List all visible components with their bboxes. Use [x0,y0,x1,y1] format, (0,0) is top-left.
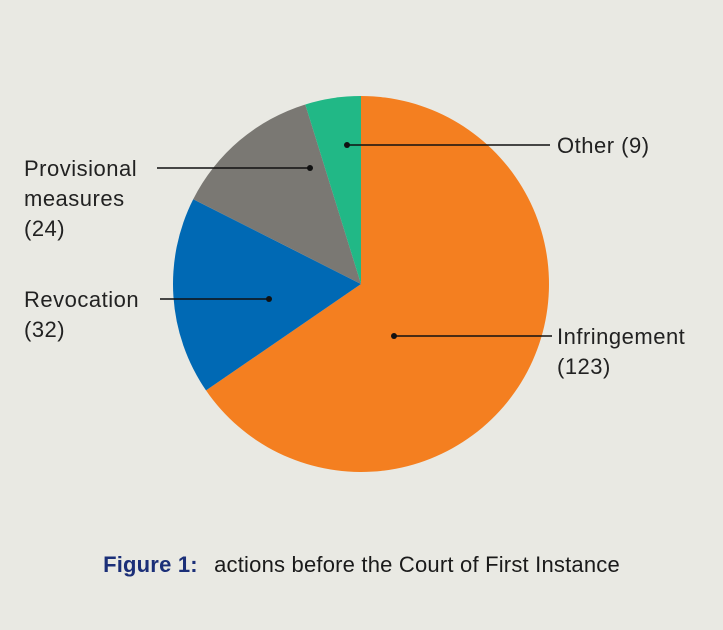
figure-caption: Figure 1: actions before the Court of Fi… [0,552,723,578]
leader-dot-3 [344,142,350,148]
caption-text: actions before the Court of First Instan… [214,552,620,577]
leader-dot-1 [266,296,272,302]
slice-label-3: Other (9) [557,133,650,158]
leader-dot-0 [391,333,397,339]
slice-label-2: Provisionalmeasures(24) [24,156,137,241]
leader-dot-2 [307,165,313,171]
slice-label-0: Infringement(123) [557,324,685,379]
slice-label-1: Revocation(32) [24,287,139,342]
pie-chart: Infringement(123) Revocation(32) Provision… [0,0,723,530]
caption-prefix: Figure 1: [103,552,198,577]
